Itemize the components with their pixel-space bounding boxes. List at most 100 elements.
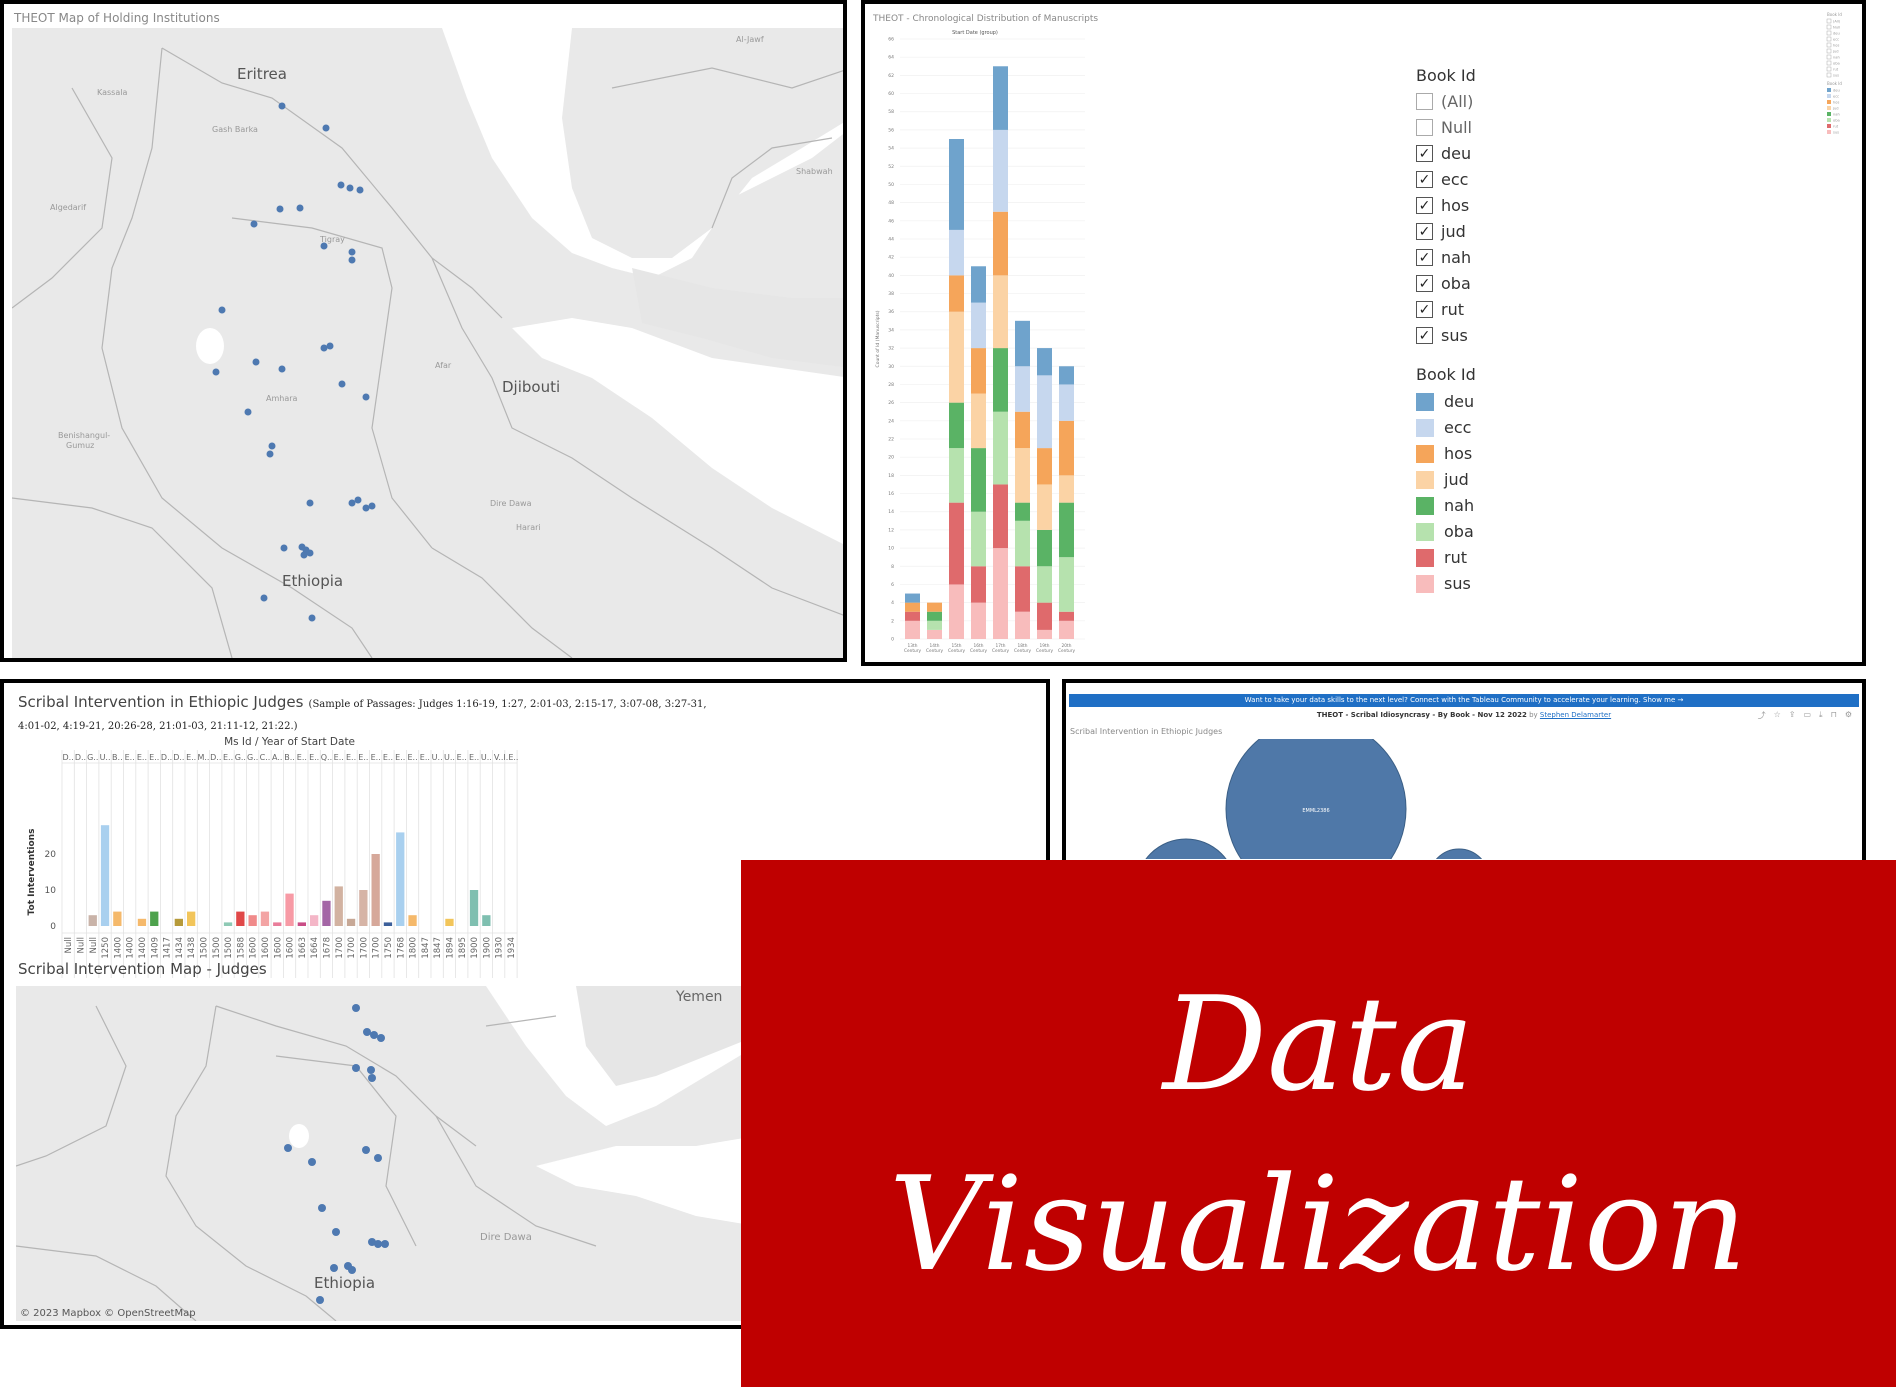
year-label: 1847: [433, 937, 443, 959]
checkbox-checked-icon[interactable]: ✓: [1416, 249, 1433, 266]
chrono-stacked-bar-chart[interactable]: Start Date (group)0246810121416182022242…: [865, 24, 1105, 664]
book-filter-label: hos: [1441, 196, 1470, 215]
y-tick-label: 60: [888, 91, 894, 97]
mini-swatch: [1827, 100, 1831, 104]
bar-segment-hos: [971, 348, 986, 394]
bar-segment-jud: [1015, 448, 1030, 503]
book-filter-option[interactable]: ✓ hos: [1416, 196, 1469, 215]
y-tick-label: 8: [891, 564, 894, 570]
intervention-bar: [310, 915, 319, 926]
holding-map[interactable]: Eritrea Kassala Gash Barka Algedarif Tig…: [12, 28, 847, 658]
tableau-toolbar: ⤴ ☆ ⇪ ▭ ⤓ ⊓ ⚙: [1758, 710, 1852, 721]
book-filter-option[interactable]: (All): [1416, 92, 1473, 111]
intervention-bar: [322, 900, 331, 926]
bar-segment-sus: [927, 629, 942, 639]
mini-checkbox: [1826, 48, 1832, 54]
book-filter-option[interactable]: ✓ sus: [1416, 326, 1468, 345]
institution-dot: [276, 205, 284, 213]
bar-segment-ecc: [993, 129, 1008, 212]
year-label: 1800: [409, 937, 419, 959]
book-filter-option[interactable]: ✓ nah: [1416, 248, 1471, 267]
intervention-dot: [352, 1064, 360, 1072]
book-filter-label: sus: [1441, 326, 1468, 345]
intervention-bar: [297, 922, 306, 926]
y-tick-label: 22: [888, 437, 894, 443]
map-label: Gumuz: [66, 441, 94, 450]
book-filter-option[interactable]: ✓ jud: [1416, 222, 1466, 241]
tableau-author-link[interactable]: Stephen Delamarter: [1539, 711, 1612, 719]
gear-icon[interactable]: ⚙: [1844, 710, 1852, 719]
book-filter-option[interactable]: ✓ ecc: [1416, 170, 1468, 189]
mini-legend: Book Id (All) Null deu ecc hos jud nah oba rut su…: [1826, 12, 1842, 135]
book-legend-item[interactable]: ecc: [1416, 418, 1471, 437]
institution-dot: [306, 499, 314, 507]
intervention-bar: [396, 832, 405, 926]
checkbox-checked-icon[interactable]: ✓: [1416, 145, 1433, 162]
ms-id-label: B..: [112, 753, 123, 762]
mini-filter-label: jud: [1832, 50, 1839, 54]
book-legend-item[interactable]: jud: [1416, 470, 1469, 489]
intervention-dot: [308, 1158, 316, 1166]
share-icon[interactable]: ⤴: [1757, 711, 1766, 720]
checkbox-checked-icon[interactable]: ✓: [1416, 275, 1433, 292]
year-label: 1438: [187, 937, 197, 959]
bar-segment-hos: [949, 275, 964, 312]
checkbox-checked-icon[interactable]: ✓: [1416, 327, 1433, 344]
book-filter-option[interactable]: ✓ oba: [1416, 274, 1471, 293]
intervention-bar: [359, 890, 368, 926]
sea-area: [512, 318, 843, 544]
institution-dot: [252, 358, 260, 366]
year-label: 1400: [126, 937, 136, 959]
bookmark-icon[interactable]: ⊓: [1830, 710, 1837, 719]
y-tick-label: 64: [888, 55, 894, 61]
institution-dot: [300, 551, 308, 559]
mini-swatch: [1827, 124, 1831, 128]
mini-checkbox: [1826, 60, 1832, 66]
bar-segment-oba: [1037, 566, 1052, 603]
checkbox-checked-icon[interactable]: ✓: [1416, 301, 1433, 318]
mini-filter-label: oba: [1833, 62, 1840, 66]
year-label: 1600: [249, 937, 259, 959]
book-legend-item[interactable]: deu: [1416, 392, 1474, 411]
checkbox-unchecked-icon[interactable]: [1416, 93, 1433, 110]
y-tick-label: 0: [891, 637, 894, 643]
book-filter-option[interactable]: ✓ deu: [1416, 144, 1471, 163]
tableau-promo-banner[interactable]: Want to take your data skills to the nex…: [1069, 694, 1859, 707]
holding-map-title: THEOT Map of Holding Institutions: [14, 11, 220, 25]
map-label: Djibouti: [502, 378, 560, 396]
book-legend-label: nah: [1444, 496, 1475, 515]
map-attribution: © 2023 Mapbox © OpenStreetMap: [20, 1308, 196, 1319]
book-legend-item[interactable]: oba: [1416, 522, 1474, 541]
share-icon[interactable]: ⇪: [1788, 710, 1796, 719]
checkbox-checked-icon[interactable]: ✓: [1416, 223, 1433, 240]
ms-id-label: C..: [260, 753, 271, 762]
checkbox-unchecked-icon[interactable]: [1416, 119, 1433, 136]
judges-map[interactable]: Yemen Dire Dawa Ethiopia © 2023 Mapbox ©…: [16, 986, 756, 1321]
svg-text:Book Id: Book Id: [1827, 12, 1842, 17]
mini-legend-label: rut: [1833, 125, 1839, 129]
download-icon[interactable]: ⤓: [1819, 710, 1823, 719]
book-filter-option[interactable]: Null: [1416, 118, 1472, 137]
land-area: [576, 986, 756, 1086]
book-legend-item[interactable]: rut: [1416, 548, 1467, 567]
bar-segment-hos: [1059, 420, 1074, 476]
mini-filter-label: (All): [1833, 20, 1841, 24]
book-legend-item[interactable]: hos: [1416, 444, 1472, 463]
bar-segment-sus: [949, 584, 964, 639]
chrono-title: THEOT - Chronological Distribution of Ma…: [873, 14, 1099, 24]
book-legend-label: ecc: [1444, 418, 1472, 437]
x-tick-label: 17th: [996, 643, 1006, 649]
y-tick-label: 54: [888, 146, 894, 152]
device-icon[interactable]: ▭: [1803, 710, 1812, 719]
star-icon[interactable]: ☆: [1773, 710, 1781, 719]
year-label: 1700: [372, 937, 382, 959]
book-legend-item[interactable]: nah: [1416, 496, 1474, 515]
bubble-chart[interactable]: EMML2386: [1066, 739, 1862, 859]
checkbox-checked-icon[interactable]: ✓: [1416, 197, 1433, 214]
checkbox-checked-icon[interactable]: ✓: [1416, 171, 1433, 188]
book-filter-option[interactable]: ✓ rut: [1416, 300, 1464, 319]
book-legend-item[interactable]: sus: [1416, 574, 1471, 593]
intervention-dot: [377, 1034, 385, 1042]
bar-segment-oba: [1015, 520, 1030, 567]
